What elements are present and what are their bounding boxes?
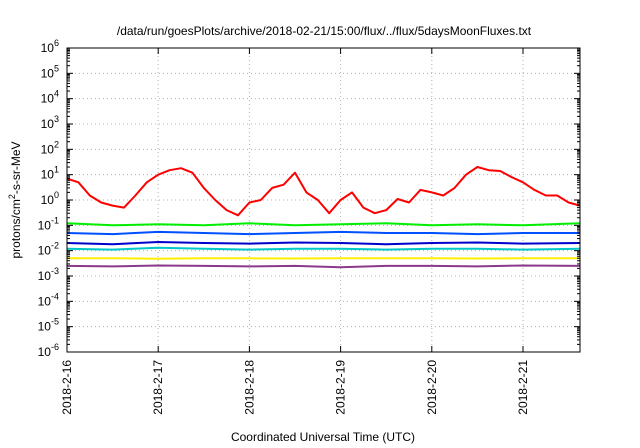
y-axis-label-suffix: -s-sr-MeV	[9, 141, 23, 194]
y-axis-label-sup: 2	[7, 194, 17, 199]
y-tick-base: 10	[38, 269, 52, 283]
y-axis-label-prefix: protons/cm	[9, 199, 23, 258]
y-tick-label: 10-2	[38, 241, 59, 258]
y-tick-base: 10	[38, 294, 52, 308]
y-tick-label: 10-3	[38, 266, 59, 283]
axis-ticks	[66, 47, 580, 353]
x-axis-label: Coordinated Universal Time (UTC)	[231, 430, 415, 444]
y-tick-base: 10	[41, 142, 55, 156]
x-tick-label: 2018-2-19	[334, 360, 348, 415]
y-tick-label: 100	[41, 190, 59, 207]
y-tick-exponent: -4	[51, 291, 59, 301]
y-tick-label: 105	[41, 63, 59, 80]
y-axis-label: protons/cm2-s-sr-MeV	[7, 141, 23, 258]
y-tick-base: 10	[38, 244, 52, 258]
y-tick-exponent: 6	[54, 38, 59, 48]
y-tick-label: 102	[41, 139, 59, 156]
y-tick-base: 10	[41, 193, 55, 207]
y-tick-exponent: -6	[51, 342, 59, 352]
y-tick-exponent: 1	[54, 165, 59, 175]
y-tick-base: 10	[38, 218, 52, 232]
x-tick-label: 2018-2-18	[242, 360, 256, 415]
y-tick-label: 106	[41, 38, 59, 55]
series-line-1	[66, 166, 581, 217]
grid-lines	[67, 48, 580, 352]
y-tick-label: 103	[41, 114, 59, 131]
y-tick-exponent: 3	[54, 114, 59, 124]
y-tick-exponent: 4	[54, 89, 59, 99]
y-tick-base: 10	[41, 66, 55, 80]
y-tick-label: 10-5	[38, 317, 59, 334]
y-tick-exponent: 5	[54, 63, 59, 73]
y-tick-exponent: 2	[54, 139, 59, 149]
y-tick-label: 10-6	[38, 342, 59, 359]
y-tick-labels: 10-610-510-410-310-210-11001011021031041…	[38, 38, 59, 359]
x-tick-label: 2018-2-21	[516, 360, 530, 415]
y-tick-label: 10-1	[38, 215, 59, 232]
series-line-4	[66, 241, 581, 246]
y-tick-base: 10	[38, 345, 52, 359]
y-tick-base: 10	[41, 117, 55, 131]
x-tick-label: 2018-2-20	[425, 360, 439, 415]
y-tick-exponent: -3	[51, 266, 59, 276]
series-line-5	[66, 246, 581, 251]
x-tick-labels: 2018-2-16 2018-2-17 2018-2-18 2018-2-19 2018…	[60, 360, 530, 415]
x-tick-label: 2018-2-16	[60, 360, 74, 415]
series-line-2	[66, 222, 581, 227]
series-group	[66, 166, 581, 269]
y-tick-base: 10	[41, 168, 55, 182]
y-tick-base: 10	[38, 320, 52, 334]
chart-title: /data/run/goesPlots/archive/2018-02-21/1…	[117, 24, 532, 38]
series-line-7	[66, 264, 581, 269]
y-tick-label: 104	[41, 89, 59, 106]
y-tick-exponent: -5	[51, 317, 59, 327]
y-tick-exponent: -2	[51, 241, 59, 251]
y-tick-exponent: -1	[51, 215, 59, 225]
x-tick-label: 2018-2-17	[151, 360, 165, 415]
y-tick-exponent: 0	[54, 190, 59, 200]
y-tick-base: 10	[41, 41, 55, 55]
y-tick-base: 10	[41, 92, 55, 106]
y-tick-label: 10-4	[38, 291, 59, 308]
series-line-3	[66, 230, 580, 236]
y-tick-label: 101	[41, 165, 59, 182]
